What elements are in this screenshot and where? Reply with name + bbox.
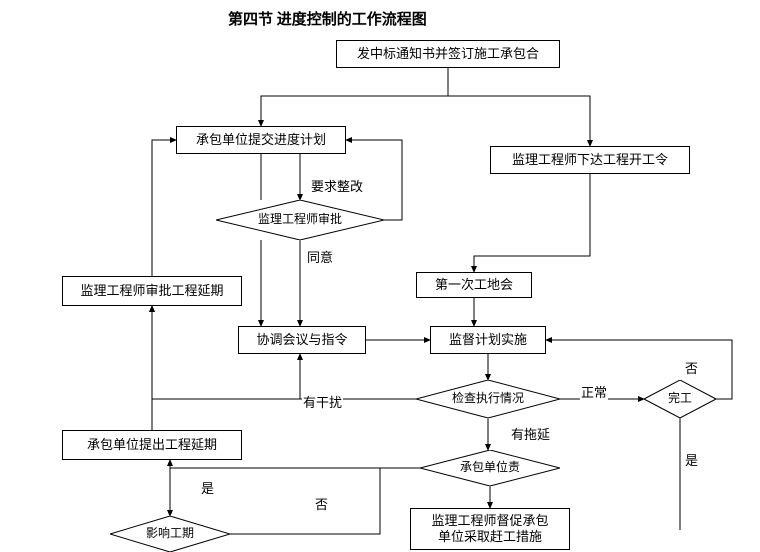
box-urge: 监理工程师督促承包单位采取赶工措施 (410, 508, 570, 550)
box-meeting: 第一次工地会 (416, 272, 532, 298)
box-impl: 监督计划实施 (430, 326, 546, 354)
diamond-check: 检查执行情况 (416, 380, 560, 418)
edge-label-rectify: 要求整改 (310, 176, 364, 195)
edge-label-yes2: 是 (684, 450, 699, 469)
diamond-review: 监理工程师审批 (216, 200, 384, 240)
box-ext_appr: 监理工程师审批工程延期 (62, 276, 242, 306)
edge-label-disturb: 有干扰 (302, 392, 343, 411)
box-start: 发中标通知书并签订施工承包合 (336, 40, 560, 68)
edge-label-no2: 否 (684, 358, 699, 377)
edge-label-yes1: 是 (200, 478, 215, 497)
edge-label-delay: 有拖延 (510, 424, 551, 443)
edge-0 (261, 68, 448, 126)
edge-label-agree: 同意 (306, 247, 334, 266)
box-order: 监理工程师下达工程开工令 (490, 146, 690, 174)
box-ext_req: 承包单位提出工程延期 (62, 430, 242, 460)
diamond-complete: 完工 (644, 380, 716, 418)
diamond-affect: 影响工期 (110, 516, 230, 552)
edge-label-normal: 正常 (580, 382, 608, 401)
box-coord: 协调会议与指令 (238, 326, 366, 354)
diamond-resp: 承包单位责 (420, 450, 560, 486)
edge-6 (474, 174, 590, 272)
edge-19 (230, 468, 380, 534)
edge-18 (152, 140, 176, 276)
box-plan: 承包单位提交进度计划 (176, 126, 346, 154)
edge-label-no1: 否 (314, 494, 329, 513)
edge-1 (448, 68, 590, 146)
